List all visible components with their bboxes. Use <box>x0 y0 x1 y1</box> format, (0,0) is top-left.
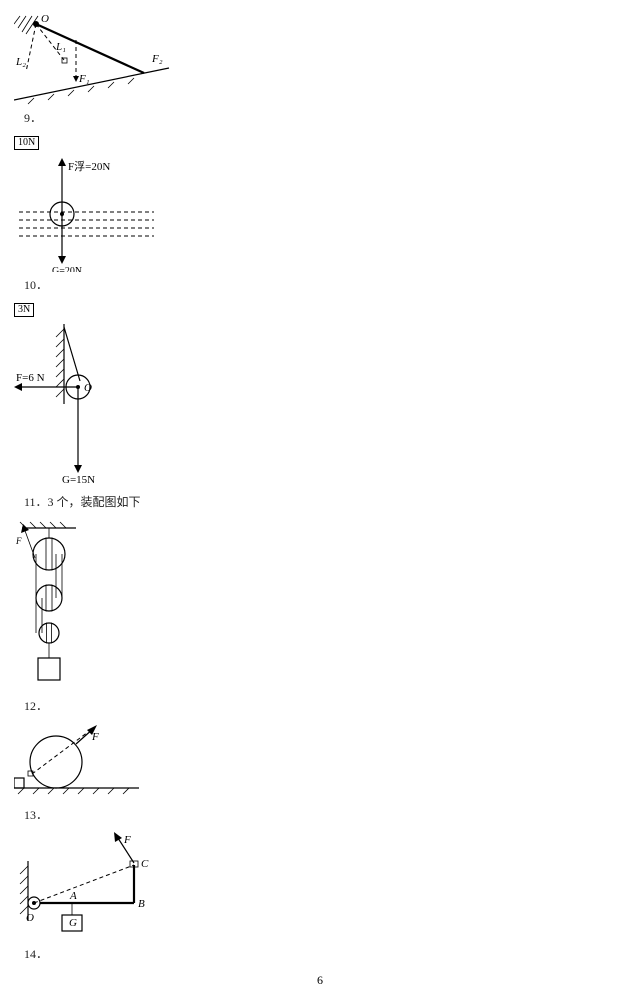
label-F2: F₂ <box>151 53 163 65</box>
caption-9: 9． <box>24 109 626 126</box>
figure-11b-svg: F <box>14 518 94 693</box>
caption-14: 14． <box>24 945 626 962</box>
figure-11a: 3N O F=6 N G=15N 11．3 <box>14 301 626 510</box>
label-O11: O <box>84 382 92 394</box>
figure-9-svg: O F₁ L₁ L₂ F₂ <box>14 10 174 105</box>
label-F11: F=6 N <box>16 372 45 384</box>
label-F-pulley: F <box>15 536 22 546</box>
label-F13: F <box>123 834 131 846</box>
label-G10: G=20N <box>52 266 82 272</box>
label-F1: F₁ <box>78 73 90 85</box>
figure-11b: F 12． <box>14 518 626 714</box>
label-L1: L₁ <box>55 41 66 53</box>
caption-10: 10． <box>24 276 626 293</box>
figure-13: O B C F A G 14． <box>14 831 626 962</box>
label-O: O <box>41 13 49 25</box>
label-Ff: F浮=20N <box>68 160 110 173</box>
figure-13-svg: O B C F A G <box>14 831 174 941</box>
scale-10: 10N <box>14 136 39 150</box>
label-F12: F <box>91 731 99 743</box>
figure-12-svg: F <box>14 722 144 802</box>
page: O F₁ L₁ L₂ F₂ 9． <box>0 0 640 996</box>
caption-13: 13． <box>24 806 626 823</box>
caption-12: 12． <box>24 697 626 714</box>
figure-12: F 13． <box>14 722 626 823</box>
label-G13: G <box>69 917 77 929</box>
figure-9: O F₁ L₁ L₂ F₂ 9． <box>14 10 626 126</box>
label-O13: O <box>26 912 34 924</box>
caption-11: 11．3 个，装配图如下 <box>24 493 626 510</box>
figure-10-svg: F浮=20N G=20N <box>14 152 164 272</box>
figure-11a-svg: O F=6 N G=15N <box>14 319 144 489</box>
label-C: C <box>141 858 149 870</box>
label-B: B <box>138 898 145 910</box>
scale-11: 3N <box>14 303 34 317</box>
figure-10: 10N F浮=20N G=20N 10． <box>14 134 626 293</box>
label-G11: G=15N <box>62 474 95 486</box>
label-A: A <box>69 890 77 902</box>
label-L2: L₂ <box>15 56 26 68</box>
